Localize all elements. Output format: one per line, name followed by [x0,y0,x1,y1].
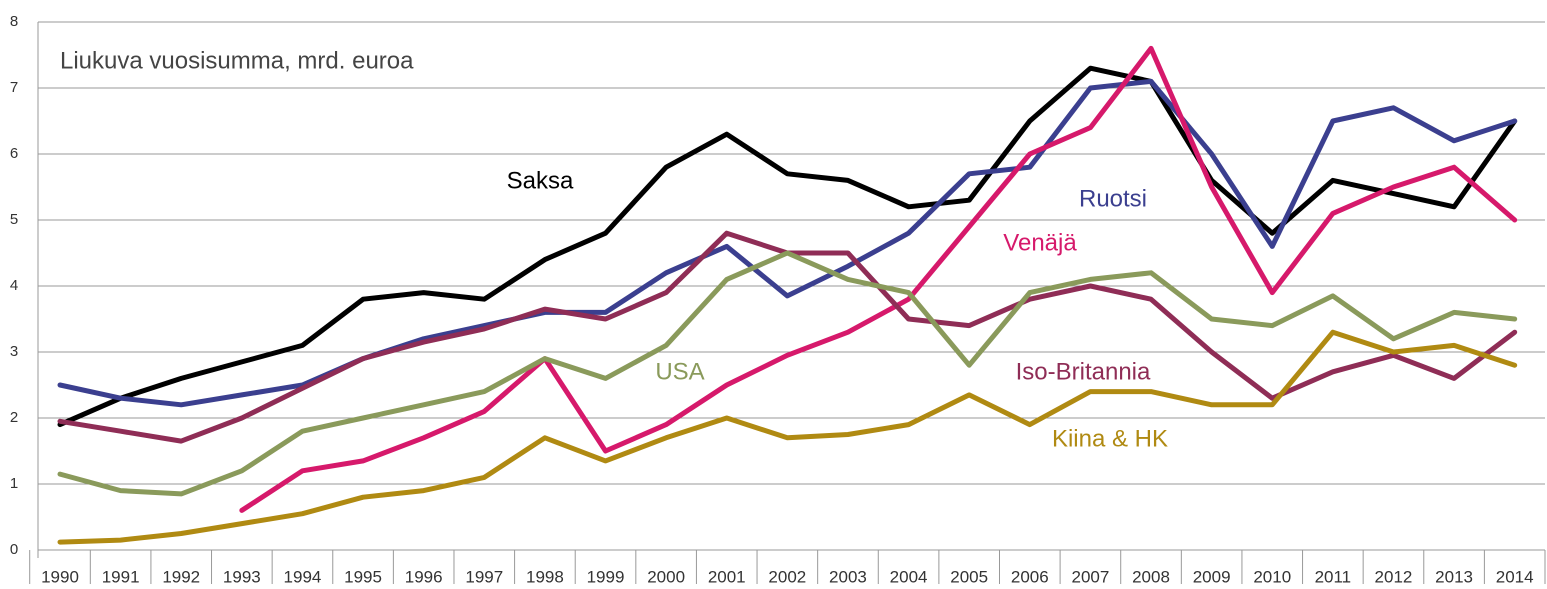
x-tick-label: 1991 [102,567,140,586]
y-tick-label: 0 [10,541,18,558]
series-label: Iso-Britannia [1016,358,1151,385]
x-tick-label: 1999 [587,567,625,586]
x-tick-label: 2012 [1375,567,1413,586]
x-tick-label: 2013 [1435,567,1473,586]
y-tick-label: 1 [10,475,18,492]
series-label: Kiina & HK [1052,425,1168,452]
y-tick-label: 6 [10,145,18,162]
series-label: Venäjä [1003,229,1077,256]
x-tick-label: 2001 [708,567,746,586]
x-tick-label: 2007 [1071,567,1109,586]
x-tick-label: 1993 [223,567,261,586]
x-tick-label: 2014 [1496,567,1534,586]
y-tick-label: 3 [10,343,18,360]
x-tick-label: 2004 [890,567,928,586]
x-tick-label: 2002 [768,567,806,586]
x-tick-label: 1994 [284,567,322,586]
x-tick-label: 2011 [1315,567,1352,586]
x-tick-label: 2008 [1132,567,1170,586]
series-line [57,78,1518,408]
series-label: Ruotsi [1079,185,1147,212]
x-tick-label: 1995 [344,567,382,586]
x-tick-label: 2010 [1253,567,1291,586]
x-tick-label: 2006 [1011,567,1049,586]
series-label: USA [655,358,704,385]
y-tick-label: 8 [10,13,18,30]
x-tick-label: 2000 [647,567,685,586]
series-line [57,329,1518,545]
x-tick-label: 1996 [405,567,443,586]
y-tick-label: 5 [10,211,18,228]
series-line [57,250,1518,497]
chart-title: Liukuva vuosisumma, mrd. euroa [60,47,414,74]
series-line [57,65,1518,428]
x-tick-label: 2009 [1193,567,1231,586]
y-tick-label: 4 [10,277,18,294]
y-tick-label: 7 [10,79,18,96]
series-line [239,45,1518,513]
x-tick-label: 1990 [41,567,79,586]
x-tick-label: 1998 [526,567,564,586]
x-tick-label: 2005 [950,567,988,586]
y-tick-label: 2 [10,409,18,426]
x-tick-label: 1997 [465,567,503,586]
x-tick-label: 1992 [162,567,200,586]
x-tick-label: 2003 [829,567,867,586]
series-label: Saksa [507,167,574,194]
